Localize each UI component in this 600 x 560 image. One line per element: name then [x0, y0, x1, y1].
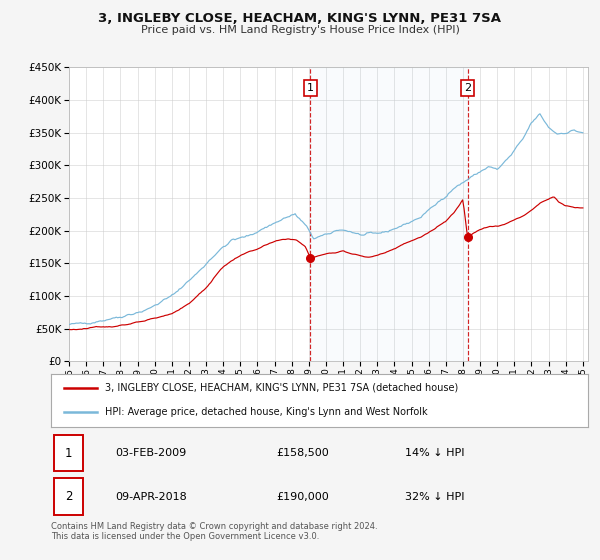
Text: Price paid vs. HM Land Registry's House Price Index (HPI): Price paid vs. HM Land Registry's House … [140, 25, 460, 35]
Bar [310, 67, 467, 361]
FancyBboxPatch shape [53, 435, 83, 472]
Text: 09-APR-2018: 09-APR-2018 [115, 492, 187, 502]
Text: 1: 1 [307, 83, 314, 93]
Text: 1: 1 [65, 446, 72, 460]
Text: 3, INGLEBY CLOSE, HEACHAM, KING'S LYNN, PE31 7SA (detached house): 3, INGLEBY CLOSE, HEACHAM, KING'S LYNN, … [105, 383, 458, 393]
Text: £158,500: £158,500 [277, 448, 329, 458]
Text: Contains HM Land Registry data © Crown copyright and database right 2024.
This d: Contains HM Land Registry data © Crown c… [51, 522, 377, 542]
Text: 2: 2 [464, 83, 471, 93]
Text: 2: 2 [65, 490, 72, 503]
Text: 03-FEB-2009: 03-FEB-2009 [115, 448, 187, 458]
FancyBboxPatch shape [53, 478, 83, 515]
Text: 14% ↓ HPI: 14% ↓ HPI [406, 448, 465, 458]
Text: 32% ↓ HPI: 32% ↓ HPI [406, 492, 465, 502]
Text: 3, INGLEBY CLOSE, HEACHAM, KING'S LYNN, PE31 7SA: 3, INGLEBY CLOSE, HEACHAM, KING'S LYNN, … [98, 12, 502, 25]
Text: HPI: Average price, detached house, King's Lynn and West Norfolk: HPI: Average price, detached house, King… [105, 407, 427, 417]
Text: £190,000: £190,000 [277, 492, 329, 502]
